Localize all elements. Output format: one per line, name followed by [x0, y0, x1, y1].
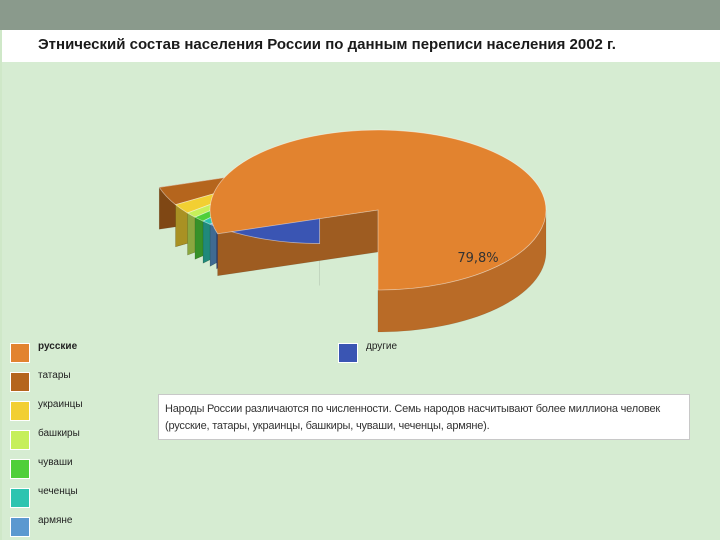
legend-swatch	[10, 488, 30, 508]
legend-label: другие	[366, 341, 398, 352]
legend-item: чеченцы	[10, 486, 78, 508]
legend-item: башкиры	[10, 428, 80, 450]
legend-swatch	[10, 372, 30, 392]
slide	[2, 30, 720, 540]
legend-label: русские	[38, 341, 78, 352]
slide-header-strip	[2, 30, 720, 62]
legend-label: украинцы	[38, 399, 83, 410]
legend-label: татары	[38, 370, 71, 381]
note-text: Народы России различаются по численности…	[165, 403, 661, 432]
pie-tops: 79,8%	[158, 129, 547, 291]
legend-swatch	[10, 517, 30, 537]
chart-title: Этнический состав населения России по да…	[38, 36, 616, 53]
window-top-bar	[0, 0, 720, 30]
legend-item: украинцы	[10, 399, 83, 421]
legend-swatch	[338, 343, 358, 363]
note-box: Народы России различаются по численности…	[158, 394, 690, 440]
legend-item: русские	[10, 341, 78, 363]
legend-swatch	[10, 401, 30, 421]
legend-swatch	[10, 459, 30, 479]
legend-label: чеченцы	[38, 486, 78, 497]
legend-item: чуваши	[10, 457, 73, 479]
legend-swatch	[10, 430, 30, 450]
legend-item: армяне	[10, 515, 73, 537]
legend-label: башкиры	[38, 428, 80, 439]
legend-label: армяне	[38, 515, 73, 526]
pie-slice	[209, 129, 547, 291]
legend-swatch	[10, 343, 30, 363]
legend-label: чуваши	[38, 457, 73, 468]
pie-data-label: 79,8%	[457, 251, 498, 266]
legend-item: другие	[338, 341, 398, 363]
legend-item: татары	[10, 370, 71, 392]
